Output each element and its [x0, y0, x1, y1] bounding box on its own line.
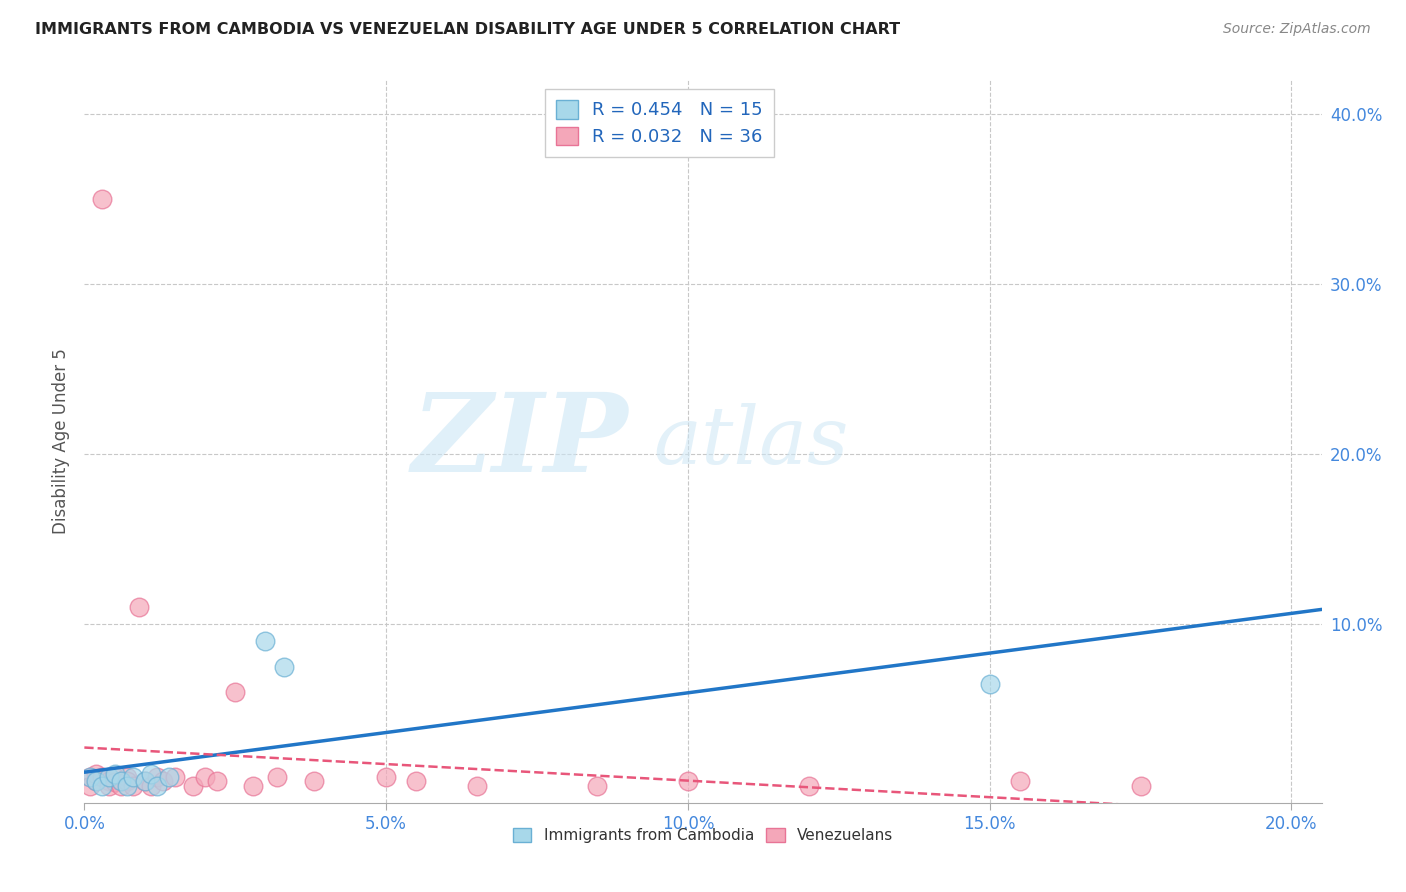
Point: [405, 773, 427, 788]
Point: [163, 770, 186, 784]
Point: [103, 770, 125, 784]
Point: [205, 773, 228, 788]
Point: [266, 770, 288, 784]
Point: [97, 779, 120, 793]
Point: [273, 660, 295, 674]
Point: [97, 773, 120, 788]
Point: [139, 767, 162, 781]
Point: [91, 192, 114, 206]
Point: [139, 779, 162, 793]
Point: [128, 600, 150, 615]
Point: [86, 767, 108, 781]
Point: [152, 773, 174, 788]
Point: [121, 770, 143, 784]
Point: [194, 770, 217, 784]
Point: [97, 770, 120, 784]
Point: [797, 779, 820, 793]
Point: [979, 677, 1001, 691]
Point: [676, 773, 699, 788]
Point: [224, 685, 246, 699]
Text: ZIP: ZIP: [412, 388, 628, 495]
Point: [86, 773, 108, 788]
Point: [110, 779, 132, 793]
Legend: Immigrants from Cambodia, Venezuelans: Immigrants from Cambodia, Venezuelans: [508, 822, 898, 849]
Point: [110, 773, 132, 788]
Point: [79, 779, 101, 793]
Point: [375, 770, 398, 784]
Point: [157, 770, 180, 784]
Point: [134, 773, 156, 788]
Point: [302, 773, 325, 788]
Point: [1129, 779, 1152, 793]
Point: [586, 779, 609, 793]
Point: [115, 770, 138, 784]
Point: [134, 773, 156, 788]
Point: [115, 773, 138, 788]
Point: [254, 634, 277, 648]
Point: [91, 779, 114, 793]
Point: [103, 775, 125, 789]
Point: [79, 770, 101, 784]
Y-axis label: Disability Age Under 5: Disability Age Under 5: [52, 349, 70, 534]
Point: [79, 770, 101, 784]
Point: [146, 770, 169, 784]
Point: [103, 767, 125, 781]
Point: [1008, 773, 1031, 788]
Point: [86, 773, 108, 788]
Text: Source: ZipAtlas.com: Source: ZipAtlas.com: [1223, 22, 1371, 37]
Text: IMMIGRANTS FROM CAMBODIA VS VENEZUELAN DISABILITY AGE UNDER 5 CORRELATION CHART: IMMIGRANTS FROM CAMBODIA VS VENEZUELAN D…: [35, 22, 900, 37]
Point: [91, 770, 114, 784]
Text: atlas: atlas: [654, 403, 849, 480]
Point: [146, 779, 169, 793]
Point: [121, 779, 143, 793]
Point: [465, 779, 488, 793]
Point: [181, 779, 204, 793]
Point: [242, 779, 264, 793]
Point: [110, 773, 132, 788]
Point: [115, 779, 138, 793]
